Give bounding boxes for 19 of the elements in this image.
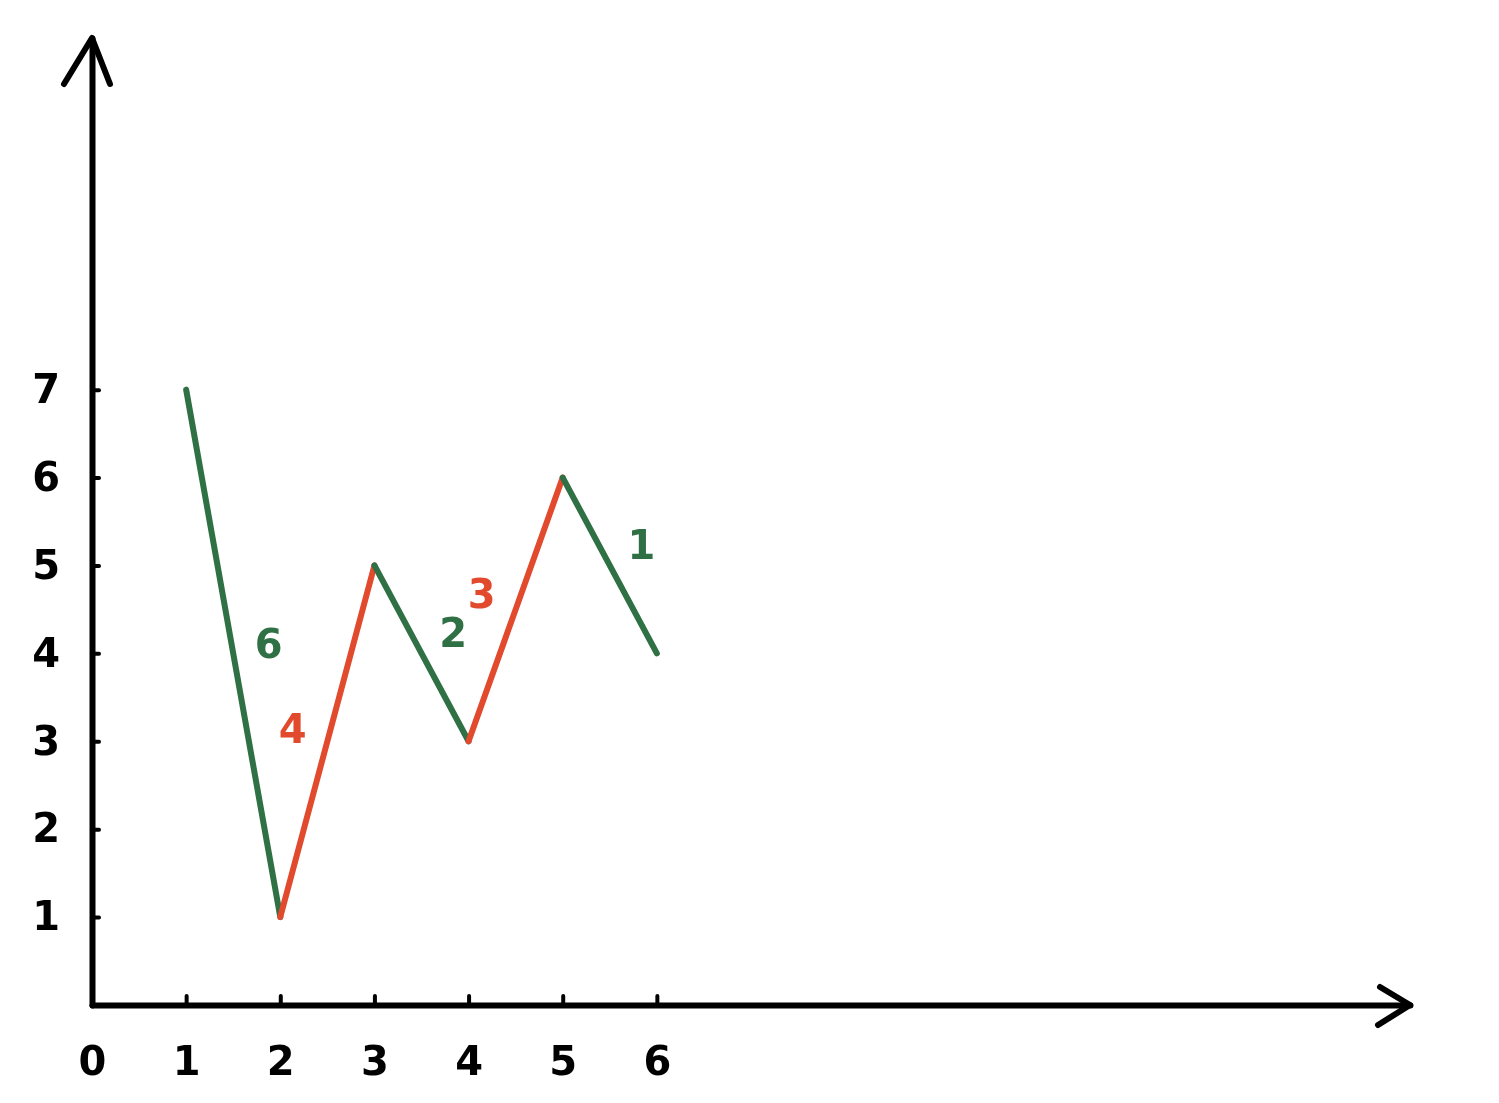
x-tick-label: 4 <box>455 1038 483 1085</box>
x-tick-label: 5 <box>549 1038 578 1085</box>
y-tick-label: 5 <box>32 541 60 588</box>
annotation: 2 <box>439 610 468 657</box>
y-tick-label: 2 <box>32 805 60 852</box>
x-tick-label: 1 <box>172 1038 201 1085</box>
x-tick-label: 0 <box>78 1038 107 1085</box>
y-tick-label: 6 <box>32 453 60 500</box>
annotation: 1 <box>627 522 656 569</box>
annotation: 6 <box>254 621 283 668</box>
x-tick-label: 2 <box>266 1038 295 1085</box>
x-tick-label: 3 <box>361 1038 389 1085</box>
y-tick-label: 3 <box>32 717 60 764</box>
y-tick-label: 7 <box>32 365 60 412</box>
x-tick-label: 6 <box>643 1038 672 1085</box>
y-tick-label: 1 <box>32 893 60 940</box>
y-tick-label: 4 <box>32 629 60 676</box>
annotation: 4 <box>278 705 307 752</box>
annotation: 3 <box>467 571 496 618</box>
